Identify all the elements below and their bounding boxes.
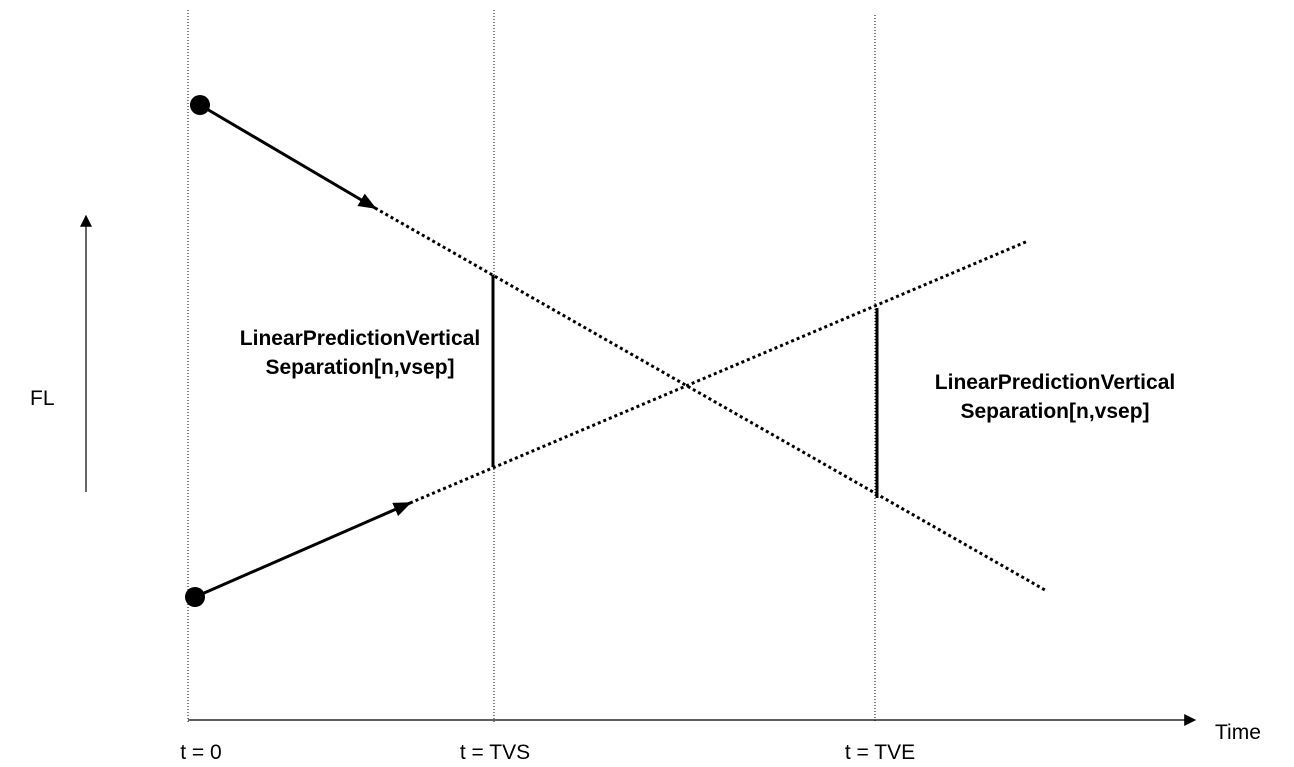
velocity-arrow bbox=[194, 501, 412, 599]
prediction-line bbox=[409, 239, 1029, 505]
time-marker: t = 0 bbox=[180, 741, 221, 764]
annotation-line: LinearPredictionVertical bbox=[240, 327, 480, 350]
y-axis-label: FL bbox=[30, 387, 55, 410]
time-marker: t = TVE bbox=[845, 741, 915, 764]
velocity-arrow bbox=[199, 103, 377, 210]
annotation-line: Separation[n,vsep] bbox=[960, 400, 1149, 423]
prediction-line bbox=[374, 206, 1046, 592]
x-axis-label: Time bbox=[1215, 721, 1261, 744]
time-marker: t = TVS bbox=[460, 741, 530, 764]
annotation-line: LinearPredictionVertical bbox=[935, 371, 1175, 394]
annotation-line: Separation[n,vsep] bbox=[265, 356, 454, 379]
